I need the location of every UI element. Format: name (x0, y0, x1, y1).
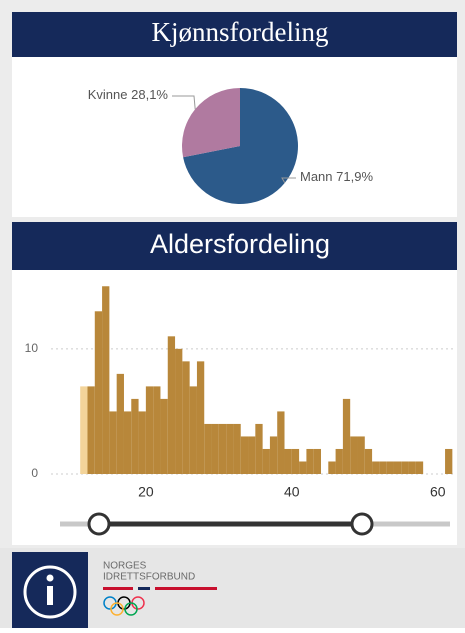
bar (211, 423, 219, 474)
info-icon-bar (47, 586, 53, 605)
bar (160, 398, 168, 474)
slider-handle[interactable] (87, 512, 111, 536)
pie-header (12, 12, 457, 57)
leader-line (281, 177, 296, 184)
y-tick-label: 0 (31, 466, 38, 480)
pie-chart: Mann 71,9% Kvinne 28,1% (88, 87, 373, 204)
bar (335, 448, 343, 474)
bar (313, 448, 321, 474)
value-label: 71,9% (336, 169, 373, 184)
pie-label: Kvinne 28,1% (88, 87, 169, 102)
bar (153, 386, 161, 474)
bar (131, 398, 139, 474)
hist-panel (12, 222, 457, 545)
olympic-rings (103, 596, 145, 616)
pie-label: Mann 71,9% (300, 169, 373, 184)
bar (233, 423, 241, 474)
y-tick-label: 10 (25, 341, 39, 355)
logo-text: NORGES (103, 561, 147, 572)
leader-line (172, 95, 196, 110)
bar (262, 448, 270, 474)
logo-stripe (103, 587, 133, 590)
bar (218, 423, 227, 474)
bar (306, 448, 314, 474)
info-button[interactable] (12, 552, 88, 628)
bar (189, 386, 197, 474)
hist-title: Aldersfordeling (150, 229, 330, 259)
bar (372, 461, 380, 474)
bar (445, 448, 453, 474)
bar (401, 461, 409, 474)
bar (291, 448, 300, 474)
bar (138, 411, 146, 474)
pie-title: Kjønnsfordeling (152, 17, 329, 47)
bar (80, 386, 88, 474)
bar (415, 461, 424, 474)
category-label: Mann (300, 169, 333, 184)
bar (364, 448, 373, 474)
bar (248, 436, 256, 474)
logo-stripe (155, 587, 217, 590)
x-tick-label: 20 (138, 484, 154, 500)
bar (357, 436, 365, 474)
bar (145, 386, 154, 474)
x-tick-label: 60 (430, 484, 446, 500)
bar (167, 336, 176, 474)
bar (182, 361, 190, 474)
x-tick-label: 40 (284, 484, 300, 500)
pie-slice (182, 88, 240, 158)
bar (116, 373, 124, 474)
category-label: Kvinne (88, 87, 128, 102)
value-label: 28,1% (131, 87, 168, 102)
bar (269, 436, 278, 474)
bar (175, 348, 183, 474)
info-icon (23, 565, 77, 619)
bar (408, 461, 416, 474)
bar (277, 411, 285, 474)
bar (123, 411, 132, 474)
bar (393, 461, 402, 474)
bar (379, 461, 387, 474)
bar (109, 411, 117, 474)
histogram: 0 10 20 40 60 (25, 286, 456, 500)
bar (284, 448, 292, 474)
bar (204, 423, 212, 474)
bar (102, 286, 110, 474)
slider-handle[interactable] (350, 512, 374, 536)
range-slider[interactable] (60, 512, 450, 536)
bar (255, 423, 263, 474)
bar (196, 361, 205, 474)
bar (240, 436, 249, 474)
hist-header (12, 222, 457, 270)
bar (386, 461, 394, 474)
info-icon-dot (46, 574, 54, 582)
bar (94, 311, 103, 474)
bar (226, 423, 234, 474)
bar (342, 398, 351, 474)
logo-stripe (138, 587, 150, 590)
pie-slice (183, 88, 298, 204)
bar (87, 386, 95, 474)
bar (299, 461, 307, 474)
logo-text: IDRETTSFORBUND (103, 572, 195, 583)
bar (328, 461, 336, 474)
bar (350, 436, 358, 474)
